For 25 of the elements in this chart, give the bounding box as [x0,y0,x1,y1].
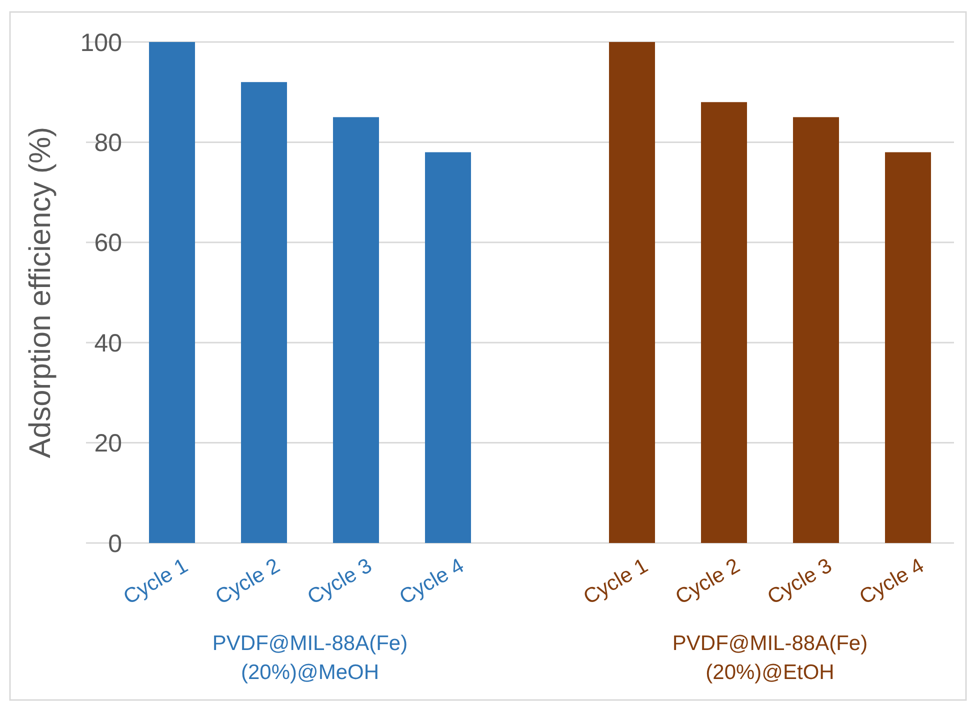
y-axis-title: Adsorption efficiency (%) [24,126,57,458]
x-tick-label: Cycle 2 [672,554,744,610]
bar [425,152,471,543]
x-tick-label: Cycle 2 [212,554,284,610]
y-tick-label: 20 [94,430,122,458]
text: PVDF@MIL-88A(Fe) (20%)@MeOH [212,632,408,684]
x-tick-label: Cycle 3 [764,554,836,610]
bar [333,117,379,543]
x-tick-label: Cycle 1 [120,554,192,610]
x-tick-label: Cycle 4 [856,554,928,610]
y-tick-label: 40 [94,329,122,358]
bar [885,152,931,543]
y-tick-label: 0 [108,530,122,558]
bar [701,102,747,543]
bar [793,117,839,543]
x-tick-label: Cycle 4 [396,554,468,610]
x-tick-label: Cycle 3 [304,554,376,610]
y-tick-label: 80 [94,128,122,157]
bar [149,42,195,543]
bar [609,42,655,543]
y-tick-label: 100 [80,28,122,57]
bar [241,82,287,543]
x-tick-label: Cycle 1 [580,554,652,610]
text: PVDF@MIL-88A(Fe) (20%)@EtOH [672,632,868,684]
y-tick-label: 60 [94,229,122,258]
